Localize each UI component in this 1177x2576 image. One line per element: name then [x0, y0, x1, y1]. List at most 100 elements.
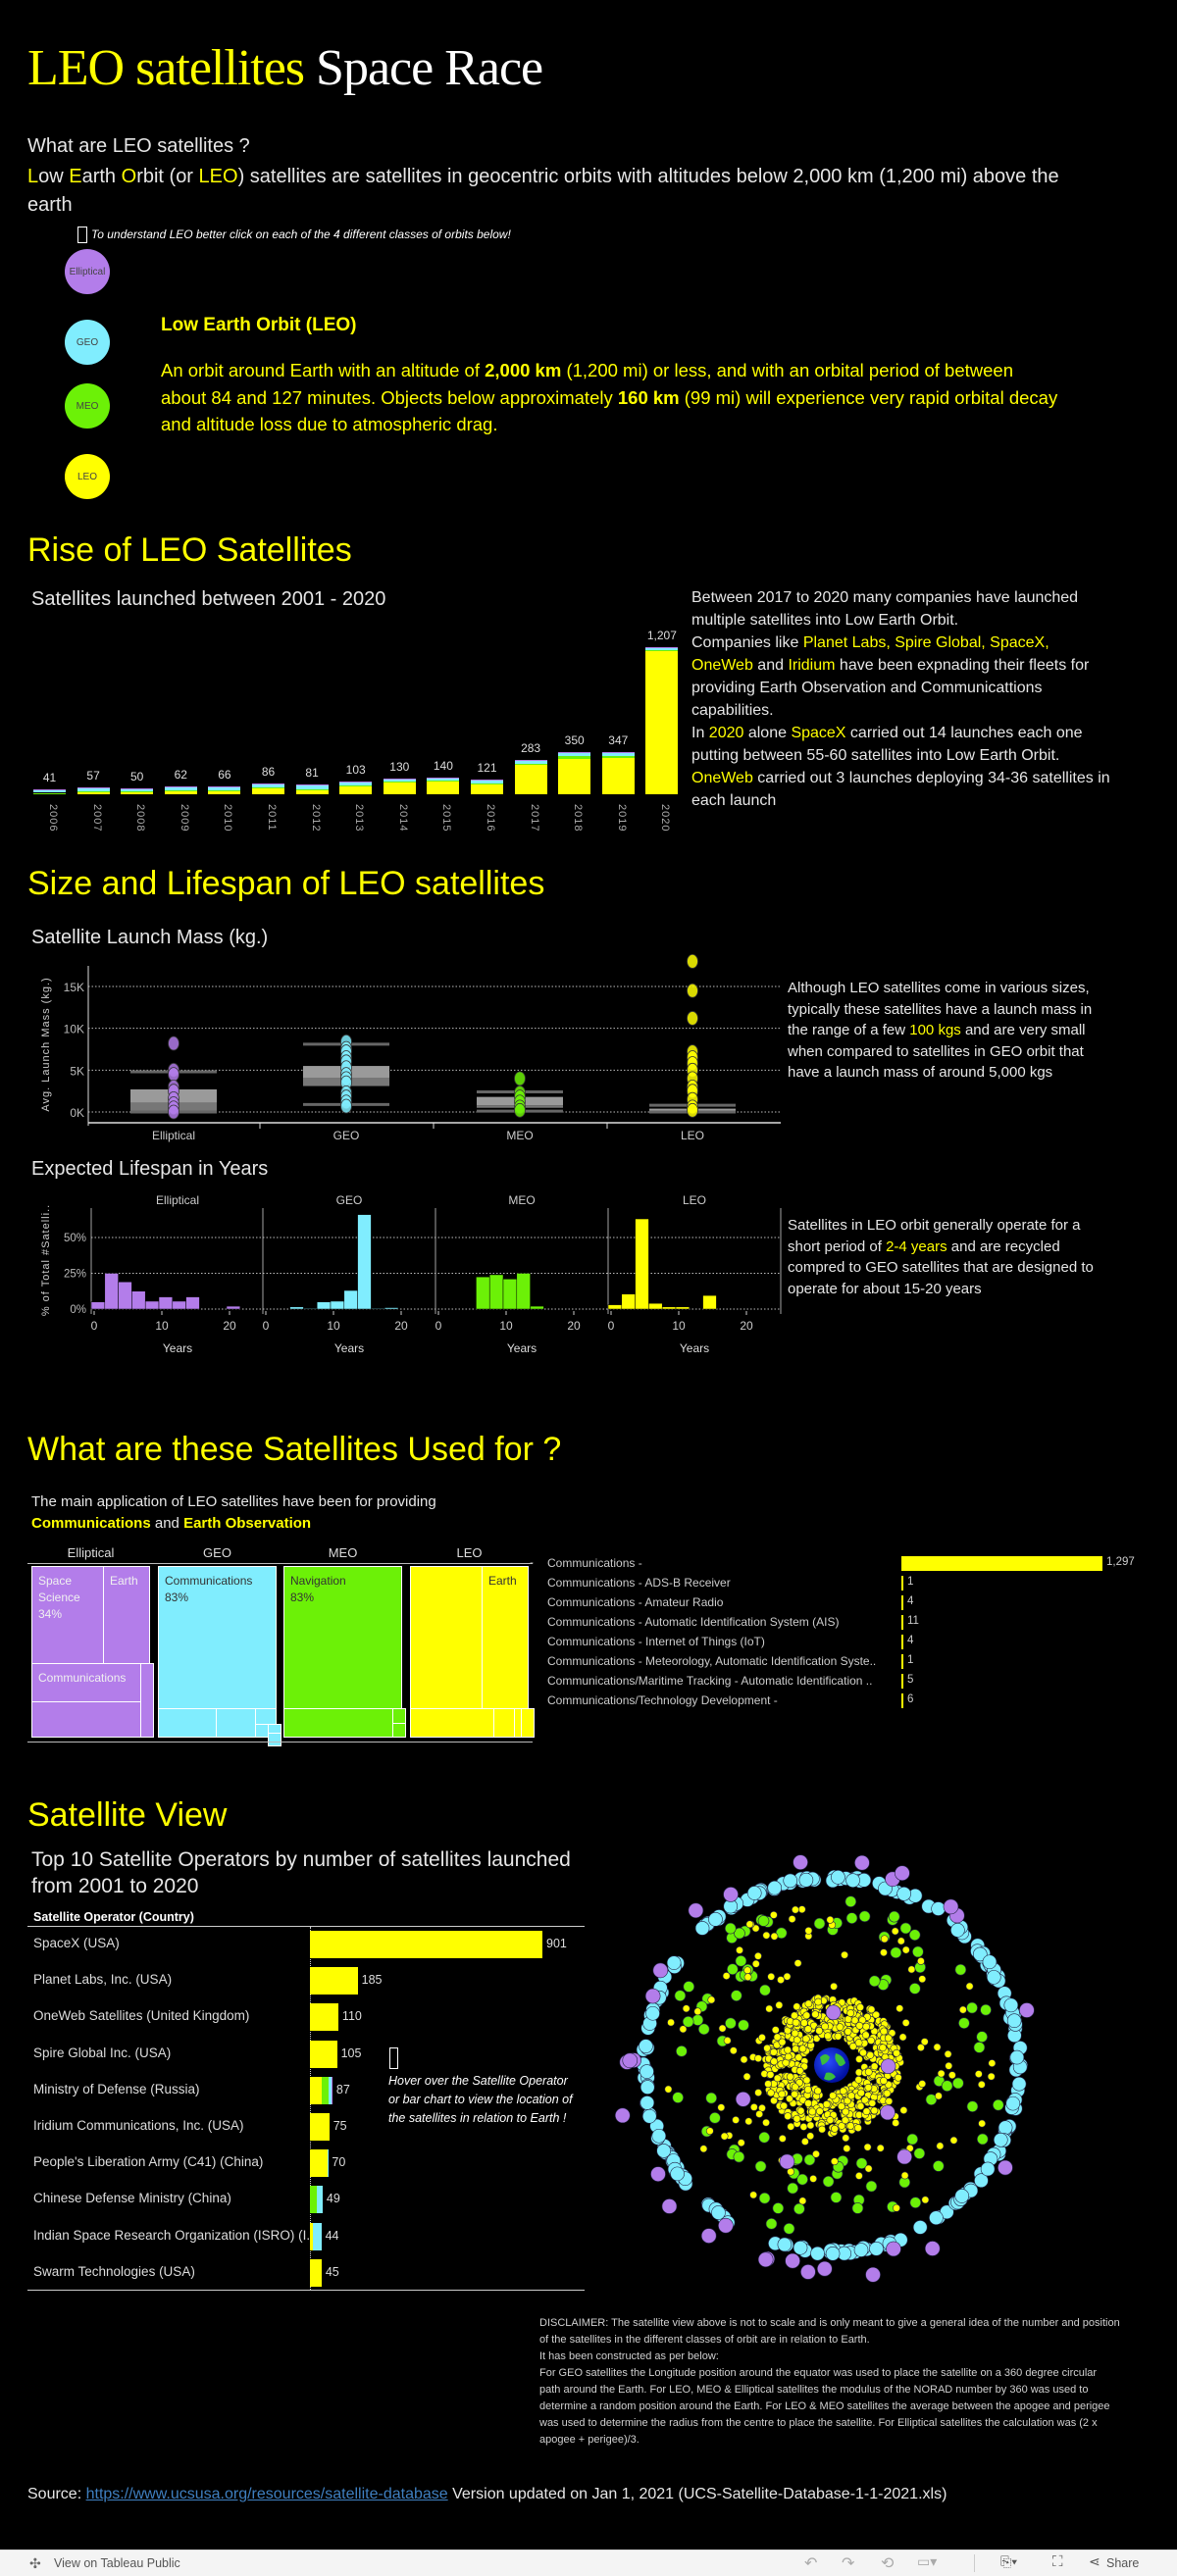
bar-segment-leo[interactable] [208, 790, 241, 794]
bar-segment-meo[interactable] [645, 649, 679, 651]
view-on-tableau-link[interactable]: View on Tableau Public [54, 2556, 180, 2570]
bar-segment-geo[interactable] [164, 786, 197, 790]
orbit-button-meo[interactable]: MEO [65, 383, 110, 429]
purpose-bar[interactable] [901, 1595, 903, 1610]
treemap-cell[interactable] [410, 1708, 494, 1738]
treemap-cell[interactable] [216, 1708, 256, 1738]
operator-bar-segment-elliptical[interactable] [331, 2076, 333, 2104]
bar-segment-geo[interactable] [339, 782, 373, 785]
operator-label[interactable]: Chinese Defense Ministry (China) [33, 2191, 231, 2206]
bar-segment-geo[interactable] [33, 789, 66, 793]
share-button[interactable]: Share [1106, 2556, 1140, 2570]
bar-segment-geo[interactable] [383, 779, 416, 783]
bar-segment-leo[interactable] [252, 788, 284, 794]
bar-segment-meo[interactable] [383, 782, 416, 783]
bar-segment-geo[interactable] [77, 787, 110, 791]
bar-segment-geo[interactable] [471, 780, 503, 784]
download-icon[interactable]: ⎘▾ [1000, 2553, 1018, 2569]
bar-segment-meo[interactable] [601, 756, 635, 758]
operator-bar-segment-leo[interactable] [310, 2076, 322, 2104]
orbit-button-geo[interactable]: GEO [65, 320, 110, 365]
operator-bar-segment-geo[interactable] [328, 2076, 332, 2104]
treemap-cell[interactable] [255, 1708, 277, 1725]
operator-bar-segment-leo[interactable] [310, 2003, 338, 2032]
operator-label[interactable]: Ministry of Defense (Russia) [33, 2081, 200, 2096]
treemap-cell-communications[interactable]: Communications [31, 1663, 141, 1702]
bar-segment-geo[interactable] [121, 788, 154, 791]
bar-segment-geo[interactable] [427, 778, 460, 782]
treemap-cell[interactable] [158, 1708, 217, 1738]
undo-icon[interactable]: ↶ [804, 2555, 818, 2572]
bar-segment-meo[interactable] [558, 756, 591, 759]
purpose-bar[interactable] [901, 1693, 903, 1708]
bar-segment-meo[interactable] [471, 783, 503, 784]
bar-segment-leo[interactable] [427, 781, 460, 794]
bar-segment-meo[interactable] [208, 789, 241, 791]
purpose-bar[interactable] [901, 1674, 903, 1689]
purpose-bar[interactable] [901, 1635, 903, 1649]
treemap-cell[interactable] [392, 1708, 406, 1724]
operator-bar-segment-leo[interactable] [310, 2222, 314, 2250]
operator-label[interactable]: Indian Space Research Organization (ISRO… [33, 2227, 314, 2243]
bar-segment-elliptical[interactable] [514, 759, 547, 761]
bar-segment-leo[interactable] [471, 783, 503, 794]
treemap-cell-communications[interactable] [410, 1566, 483, 1709]
operator-bar-segment-leo[interactable] [310, 1931, 542, 1958]
treemap-cell-navigation[interactable]: Navigation 83% [283, 1566, 402, 1709]
purpose-bar[interactable] [901, 1654, 903, 1669]
operator-label[interactable]: Spire Global Inc. (USA) [33, 2045, 172, 2060]
bar-segment-leo[interactable] [121, 791, 154, 794]
treemap-cell[interactable] [255, 1724, 269, 1738]
bar-segment-leo[interactable] [514, 764, 547, 794]
orbit-button-leo[interactable]: LEO [65, 454, 110, 499]
bar-segment-meo[interactable] [77, 790, 110, 792]
treemap-cell[interactable] [140, 1663, 154, 1738]
bar-segment-geo[interactable] [514, 760, 547, 765]
operator-bar-segment-leo[interactable] [310, 1967, 358, 1995]
operator-label[interactable]: People's Liberation Army (C41) (China) [33, 2154, 264, 2170]
bar-segment-leo[interactable] [601, 757, 635, 794]
treemap-cell[interactable] [521, 1708, 535, 1738]
operator-bar-segment-meo[interactable] [310, 2186, 318, 2214]
bar-segment-meo[interactable] [427, 781, 460, 782]
operator-bar-segment-geo[interactable] [317, 2186, 323, 2214]
redo-icon[interactable]: ↷ [842, 2555, 855, 2572]
bar-segment-geo[interactable] [208, 786, 241, 790]
bar-segment-leo[interactable] [558, 758, 591, 794]
purpose-bar[interactable] [901, 1576, 903, 1591]
bar-segment-meo[interactable] [295, 788, 329, 790]
bar-segment-geo[interactable] [558, 752, 591, 757]
treemap-cell[interactable] [283, 1708, 393, 1738]
bar-segment-leo[interactable] [645, 650, 679, 794]
treemap-cell-earth[interactable]: Earth [103, 1566, 150, 1664]
revert-icon[interactable]: ⟲ [881, 2555, 895, 2572]
bar-segment-leo[interactable] [33, 793, 66, 794]
operator-label[interactable]: Iridium Communications, Inc. (USA) [33, 2118, 244, 2133]
operator-label[interactable]: SpaceX (USA) [33, 1936, 120, 1950]
treemap-cell[interactable] [493, 1708, 515, 1738]
treemap-cell-communications[interactable]: Communications 83% [158, 1566, 277, 1709]
share-icon[interactable]: ⋖ [1089, 2553, 1100, 2569]
operator-bar-segment-geo[interactable] [313, 2222, 322, 2250]
bar-segment-leo[interactable] [383, 783, 416, 794]
fullscreen-icon[interactable]: ⛶ [1052, 2553, 1063, 2570]
satellite-orbit-view[interactable] [608, 1844, 1177, 2295]
bar-segment-meo[interactable] [339, 784, 373, 786]
bar-segment-elliptical[interactable] [558, 751, 591, 753]
bar-segment-leo[interactable] [295, 789, 329, 794]
operator-label[interactable]: OneWeb Satellites (United Kingdom) [33, 2008, 250, 2024]
purpose-bar[interactable] [901, 1556, 1102, 1571]
bar-segment-elliptical[interactable] [601, 751, 635, 753]
operator-bar-segment-meo[interactable] [321, 2076, 329, 2104]
bar-segment-geo[interactable] [601, 752, 635, 757]
purpose-bar[interactable] [901, 1615, 903, 1630]
treemap-cell-space-science[interactable]: Space Science 34% [31, 1566, 104, 1664]
bar-segment-leo[interactable] [339, 785, 373, 794]
bar-segment-leo[interactable] [164, 790, 197, 794]
treemap-cell-earth[interactable]: Earth [482, 1566, 529, 1709]
operator-bar-segment-leo[interactable] [310, 2113, 330, 2141]
bar-segment-geo[interactable] [645, 647, 679, 650]
bar-segment-elliptical[interactable] [645, 647, 679, 648]
source-link[interactable]: https://www.ucsusa.org/resources/satelli… [85, 2486, 448, 2502]
bar-segment-leo[interactable] [77, 791, 110, 794]
